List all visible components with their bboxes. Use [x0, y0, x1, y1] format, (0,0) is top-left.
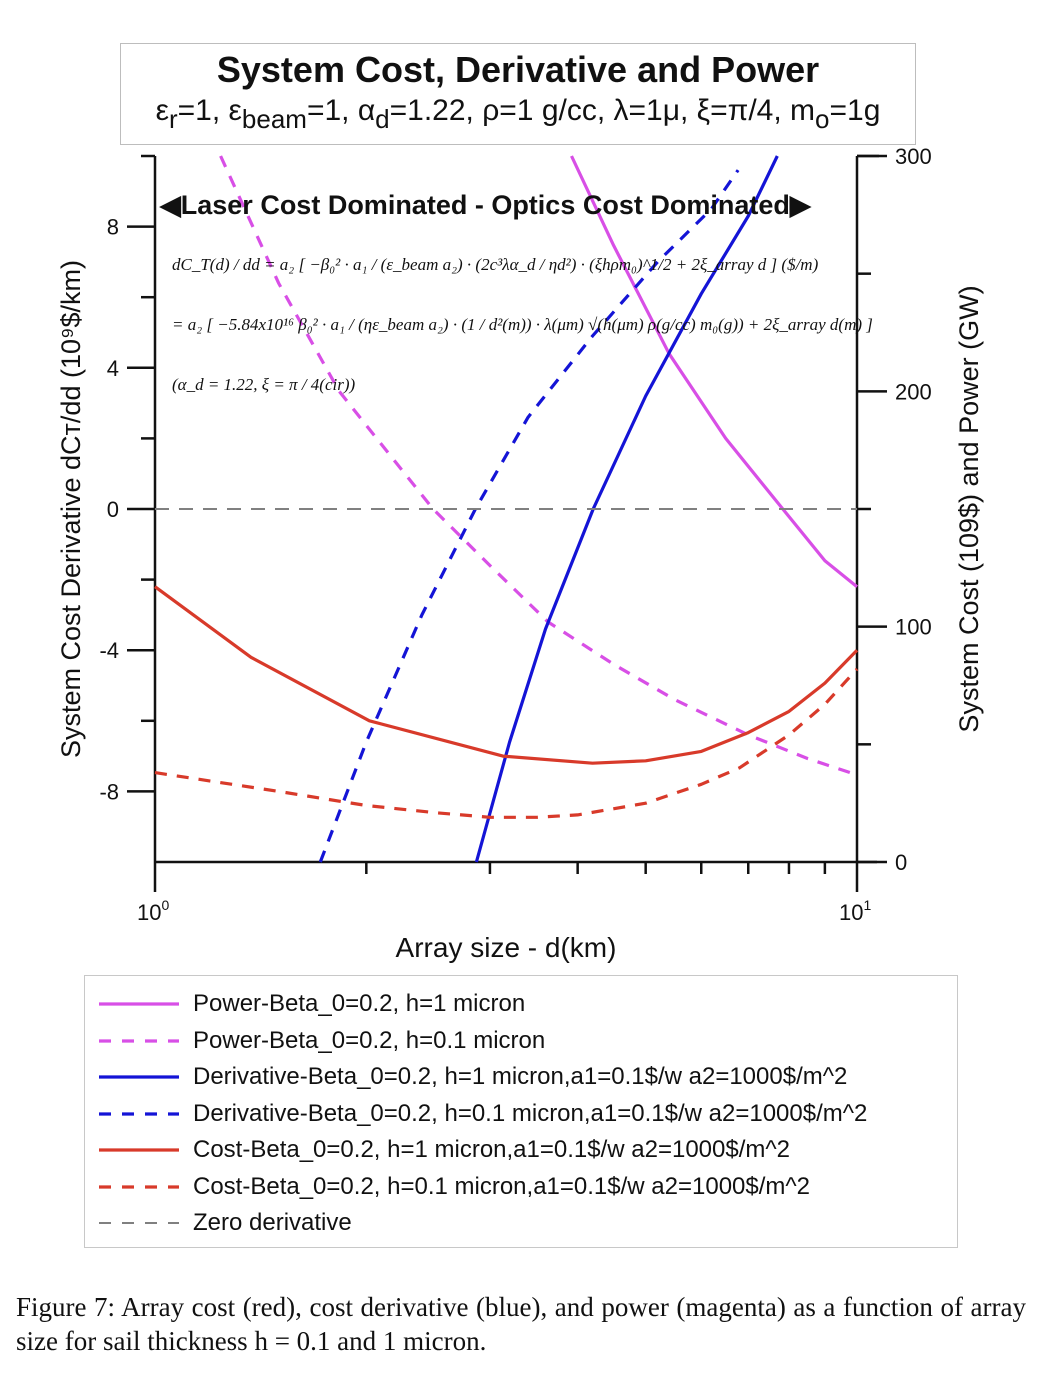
legend: Power-Beta_0=0.2, h=1 micron Power-Beta_0…: [84, 975, 958, 1248]
subtitle-part: =1, ε: [177, 94, 242, 127]
series-line-2: [474, 155, 779, 863]
y-left-tick-label: 8: [107, 215, 119, 240]
legend-label: Derivative-Beta_0=0.2, h=1 micron,a1=0.1…: [193, 1063, 848, 1090]
legend-item: Derivative-Beta_0=0.2, h=0.1 micron,a1=0…: [85, 1096, 867, 1132]
legend-item: Cost-Beta_0=0.2, h=1 micron,a1=0.1$/w a2…: [85, 1132, 790, 1168]
x-tick-label: 101: [839, 897, 871, 925]
y-left-axis-label: System Cost Derivative dCᴛ/dd (10⁹$/km): [56, 260, 86, 758]
y-left-tick-label: 0: [107, 497, 119, 522]
equation-line-1: dC_T(d) / dd = a₂ [ −β₀² · a₁ / (ε_beam …: [172, 255, 819, 274]
legend-swatch: [99, 1184, 179, 1189]
chart-subtitle: εr=1, εbeam=1, αd=1.22, ρ=1 g/cc, λ=1μ, …: [121, 92, 915, 138]
y-left-tick-label: -4: [99, 638, 119, 663]
legend-swatch: [99, 1038, 179, 1043]
legend-swatch: [99, 1111, 179, 1116]
y-right-tick-label: 300: [895, 144, 932, 169]
y-right-axis-label: System Cost (109$) and Power (GW): [954, 285, 984, 732]
legend-label: Derivative-Beta_0=0.2, h=0.1 micron,a1=0…: [193, 1099, 868, 1127]
legend-label: Power-Beta_0=0.2, h=1 micron: [193, 990, 526, 1017]
legend-label: Cost-Beta_0=0.2, h=1 micron,a1=0.1$/w a2…: [193, 1136, 790, 1163]
legend-swatch: [99, 1222, 179, 1224]
y-right-tick-label: 200: [895, 379, 932, 404]
subtitle-part: =1.22, ρ=1 g/cc, λ=1μ, ξ=π/4, m: [389, 94, 816, 127]
chart-title: System Cost, Derivative and Power: [216, 49, 820, 90]
series-line-4: [154, 585, 859, 765]
legend-item: Power-Beta_0=0.2, h=1 micron: [85, 986, 525, 1022]
y-right-tick-label: 0: [895, 850, 907, 875]
series-line-0: [570, 155, 859, 588]
legend-item: Derivative-Beta_0=0.2, h=1 micron,a1=0.1…: [85, 1059, 847, 1095]
legend-swatch: [99, 1002, 179, 1006]
subtitle-part: =1g: [829, 94, 881, 127]
series-line-1: [219, 155, 858, 777]
legend-label: Power-Beta_0=0.2, h=0.1 micron: [193, 1026, 546, 1054]
legend-item: Cost-Beta_0=0.2, h=0.1 micron,a1=0.1$/w …: [85, 1169, 810, 1205]
subtitle-part: d: [375, 104, 390, 134]
title-box: System Cost, Derivative and Power εr=1, …: [120, 43, 916, 145]
legend-swatch: [99, 1075, 179, 1079]
subtitle-part: ε: [155, 94, 169, 127]
equation-line-3: (α_d = 1.22, ξ = π / 4(cir)): [172, 375, 356, 394]
legend-swatch: [99, 1148, 179, 1152]
y-left-tick-label: -8: [99, 779, 119, 804]
subtitle-part: beam: [241, 104, 307, 134]
series-layer: [154, 155, 859, 863]
series-line-3: [318, 169, 740, 863]
series-line-5: [154, 667, 859, 819]
y-left-tick-label: 4: [107, 356, 119, 381]
legend-label: Cost-Beta_0=0.2, h=0.1 micron,a1=0.1$/w …: [193, 1172, 811, 1200]
legend-item: Zero derivative: [85, 1205, 352, 1241]
legend-label: Zero derivative: [193, 1209, 352, 1236]
subtitle-part: r: [168, 104, 178, 134]
subtitle-part: =1, α: [306, 94, 376, 127]
figure-caption: Figure 7: Array cost (red), cost derivat…: [16, 1292, 1026, 1356]
region-annotation: ◀Laser Cost Dominated - Optics Cost Domi…: [160, 190, 811, 220]
legend-item: Power-Beta_0=0.2, h=0.1 micron: [85, 1023, 545, 1059]
subtitle-part: o: [815, 104, 830, 134]
x-axis-label: Array size - d(km): [396, 932, 617, 963]
equation-line-2: = a₂ [ −5.84x10¹⁶ β₀² · a₁ / (ηε_beam a₂…: [172, 315, 873, 334]
x-tick-label: 100: [137, 897, 169, 925]
axes: 8 4 0 -4 -8 300 200 100 0 100 101 Array size - d(km…: [56, 144, 984, 963]
y-right-tick-label: 100: [895, 615, 932, 640]
